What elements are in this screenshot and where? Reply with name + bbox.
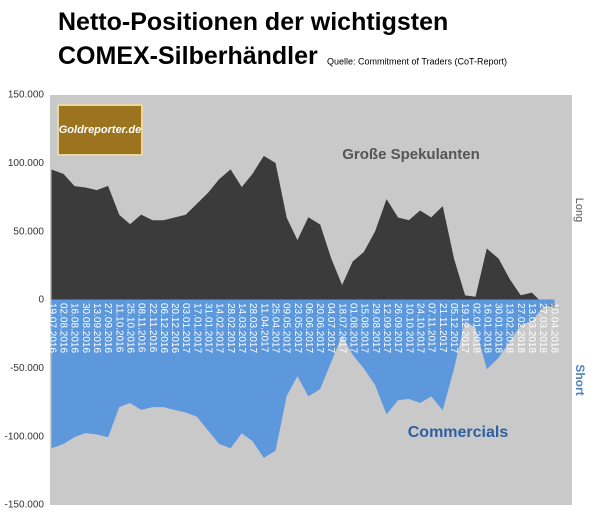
- x-tick-label: 02.01.2018: [470, 303, 481, 353]
- logo-text: Goldreporter.de: [59, 124, 142, 136]
- x-tick-label: 14.03.2017: [236, 303, 247, 353]
- y-tick-label: -50.000: [10, 363, 44, 374]
- x-tick-label: 30.01.2018: [493, 303, 504, 353]
- x-tick-label: 28.02.2017: [225, 303, 236, 353]
- x-tick-label: 09.05.2017: [281, 303, 292, 353]
- x-tick-label: 06.06.2017: [303, 303, 314, 353]
- x-tick-label: 13.02.2018: [504, 303, 515, 353]
- x-tick-label: 26.09.2017: [392, 303, 403, 353]
- x-tick-label: 11.04.2017: [258, 303, 269, 353]
- y-tick-label: 150.000: [8, 90, 45, 101]
- x-tick-label: 02.08.2016: [58, 303, 69, 353]
- series-annotation: Große Spekulanten: [342, 146, 480, 163]
- short-label: Short: [573, 364, 587, 395]
- x-tick-label: 11.10.2016: [113, 303, 124, 353]
- x-tick-label: 10.04.2018: [548, 303, 559, 353]
- x-tick-label: 21.11.2017: [437, 303, 448, 353]
- chart-title: COMEX-Silberhändler: [58, 42, 318, 70]
- x-tick-label: 20.06.2017: [314, 303, 325, 353]
- x-tick-label: 07.11.2017: [426, 303, 437, 353]
- long-label: Long: [573, 198, 585, 222]
- x-tick-label: 27.09.2016: [102, 303, 113, 353]
- x-tick-label: 16.01.2018: [481, 303, 492, 353]
- x-tick-label: 18.07.2017: [336, 303, 347, 353]
- x-tick-label: 15.08.2017: [359, 303, 370, 353]
- x-tick-label: 14.02.2017: [214, 303, 225, 353]
- x-tick-label: 23.05.2017: [292, 303, 303, 353]
- x-tick-label: 16.08.2016: [69, 303, 80, 353]
- chart-title: Netto-Positionen der wichtigsten: [58, 8, 448, 36]
- y-tick-label: -150.000: [5, 500, 45, 511]
- x-tick-label: 30.08.2016: [80, 303, 91, 353]
- x-tick-label: 04.07.2017: [325, 303, 336, 353]
- x-tick-label: 29.08.2017: [370, 303, 381, 353]
- y-tick-label: -100.000: [5, 431, 45, 442]
- y-tick-label: 100.000: [8, 158, 45, 169]
- area: [51, 299, 555, 458]
- x-tick-label: 19.12.2017: [459, 303, 470, 353]
- x-tick-label: 05.12.2017: [448, 303, 459, 353]
- x-tick-label: 24.10.2017: [414, 303, 425, 353]
- x-tick-label: 06.12.2016: [158, 303, 169, 353]
- x-tick-label: 01.08.2017: [348, 303, 359, 353]
- x-tick-label: 31.01.2017: [203, 303, 214, 353]
- x-tick-label: 25.10.2016: [124, 303, 135, 353]
- logo: [57, 104, 143, 156]
- chart-subtitle: Quelle: Commitment of Traders (CoT-Repor…: [327, 56, 507, 66]
- series-annotation: Commercials: [408, 424, 509, 441]
- y-tick-label: 50.000: [13, 226, 44, 237]
- x-tick-label: 13.03.2018: [526, 303, 537, 353]
- x-tick-label: 28.03.2017: [247, 303, 258, 353]
- x-tick-label: 08.11.2016: [136, 303, 147, 353]
- x-tick-label: 22.11.2016: [147, 303, 158, 353]
- x-tick-label: 17.01.2017: [191, 303, 202, 353]
- area: [51, 155, 555, 308]
- x-tick-label: 10.10.2017: [403, 303, 414, 353]
- x-tick-label: 03.01.2017: [180, 303, 191, 353]
- y-tick-label: 0: [38, 295, 44, 306]
- x-tick-label: 13.09.2016: [91, 303, 102, 353]
- x-tick-label: 12.09.2017: [381, 303, 392, 353]
- x-tick-label: 25.04.2017: [269, 303, 280, 353]
- x-tick-label: 19.07.2016: [46, 303, 57, 353]
- x-tick-label: 27.03.2018: [537, 303, 548, 353]
- x-tick-label: 27.02.2018: [515, 303, 526, 353]
- x-tick-label: 20.12.2016: [169, 303, 180, 353]
